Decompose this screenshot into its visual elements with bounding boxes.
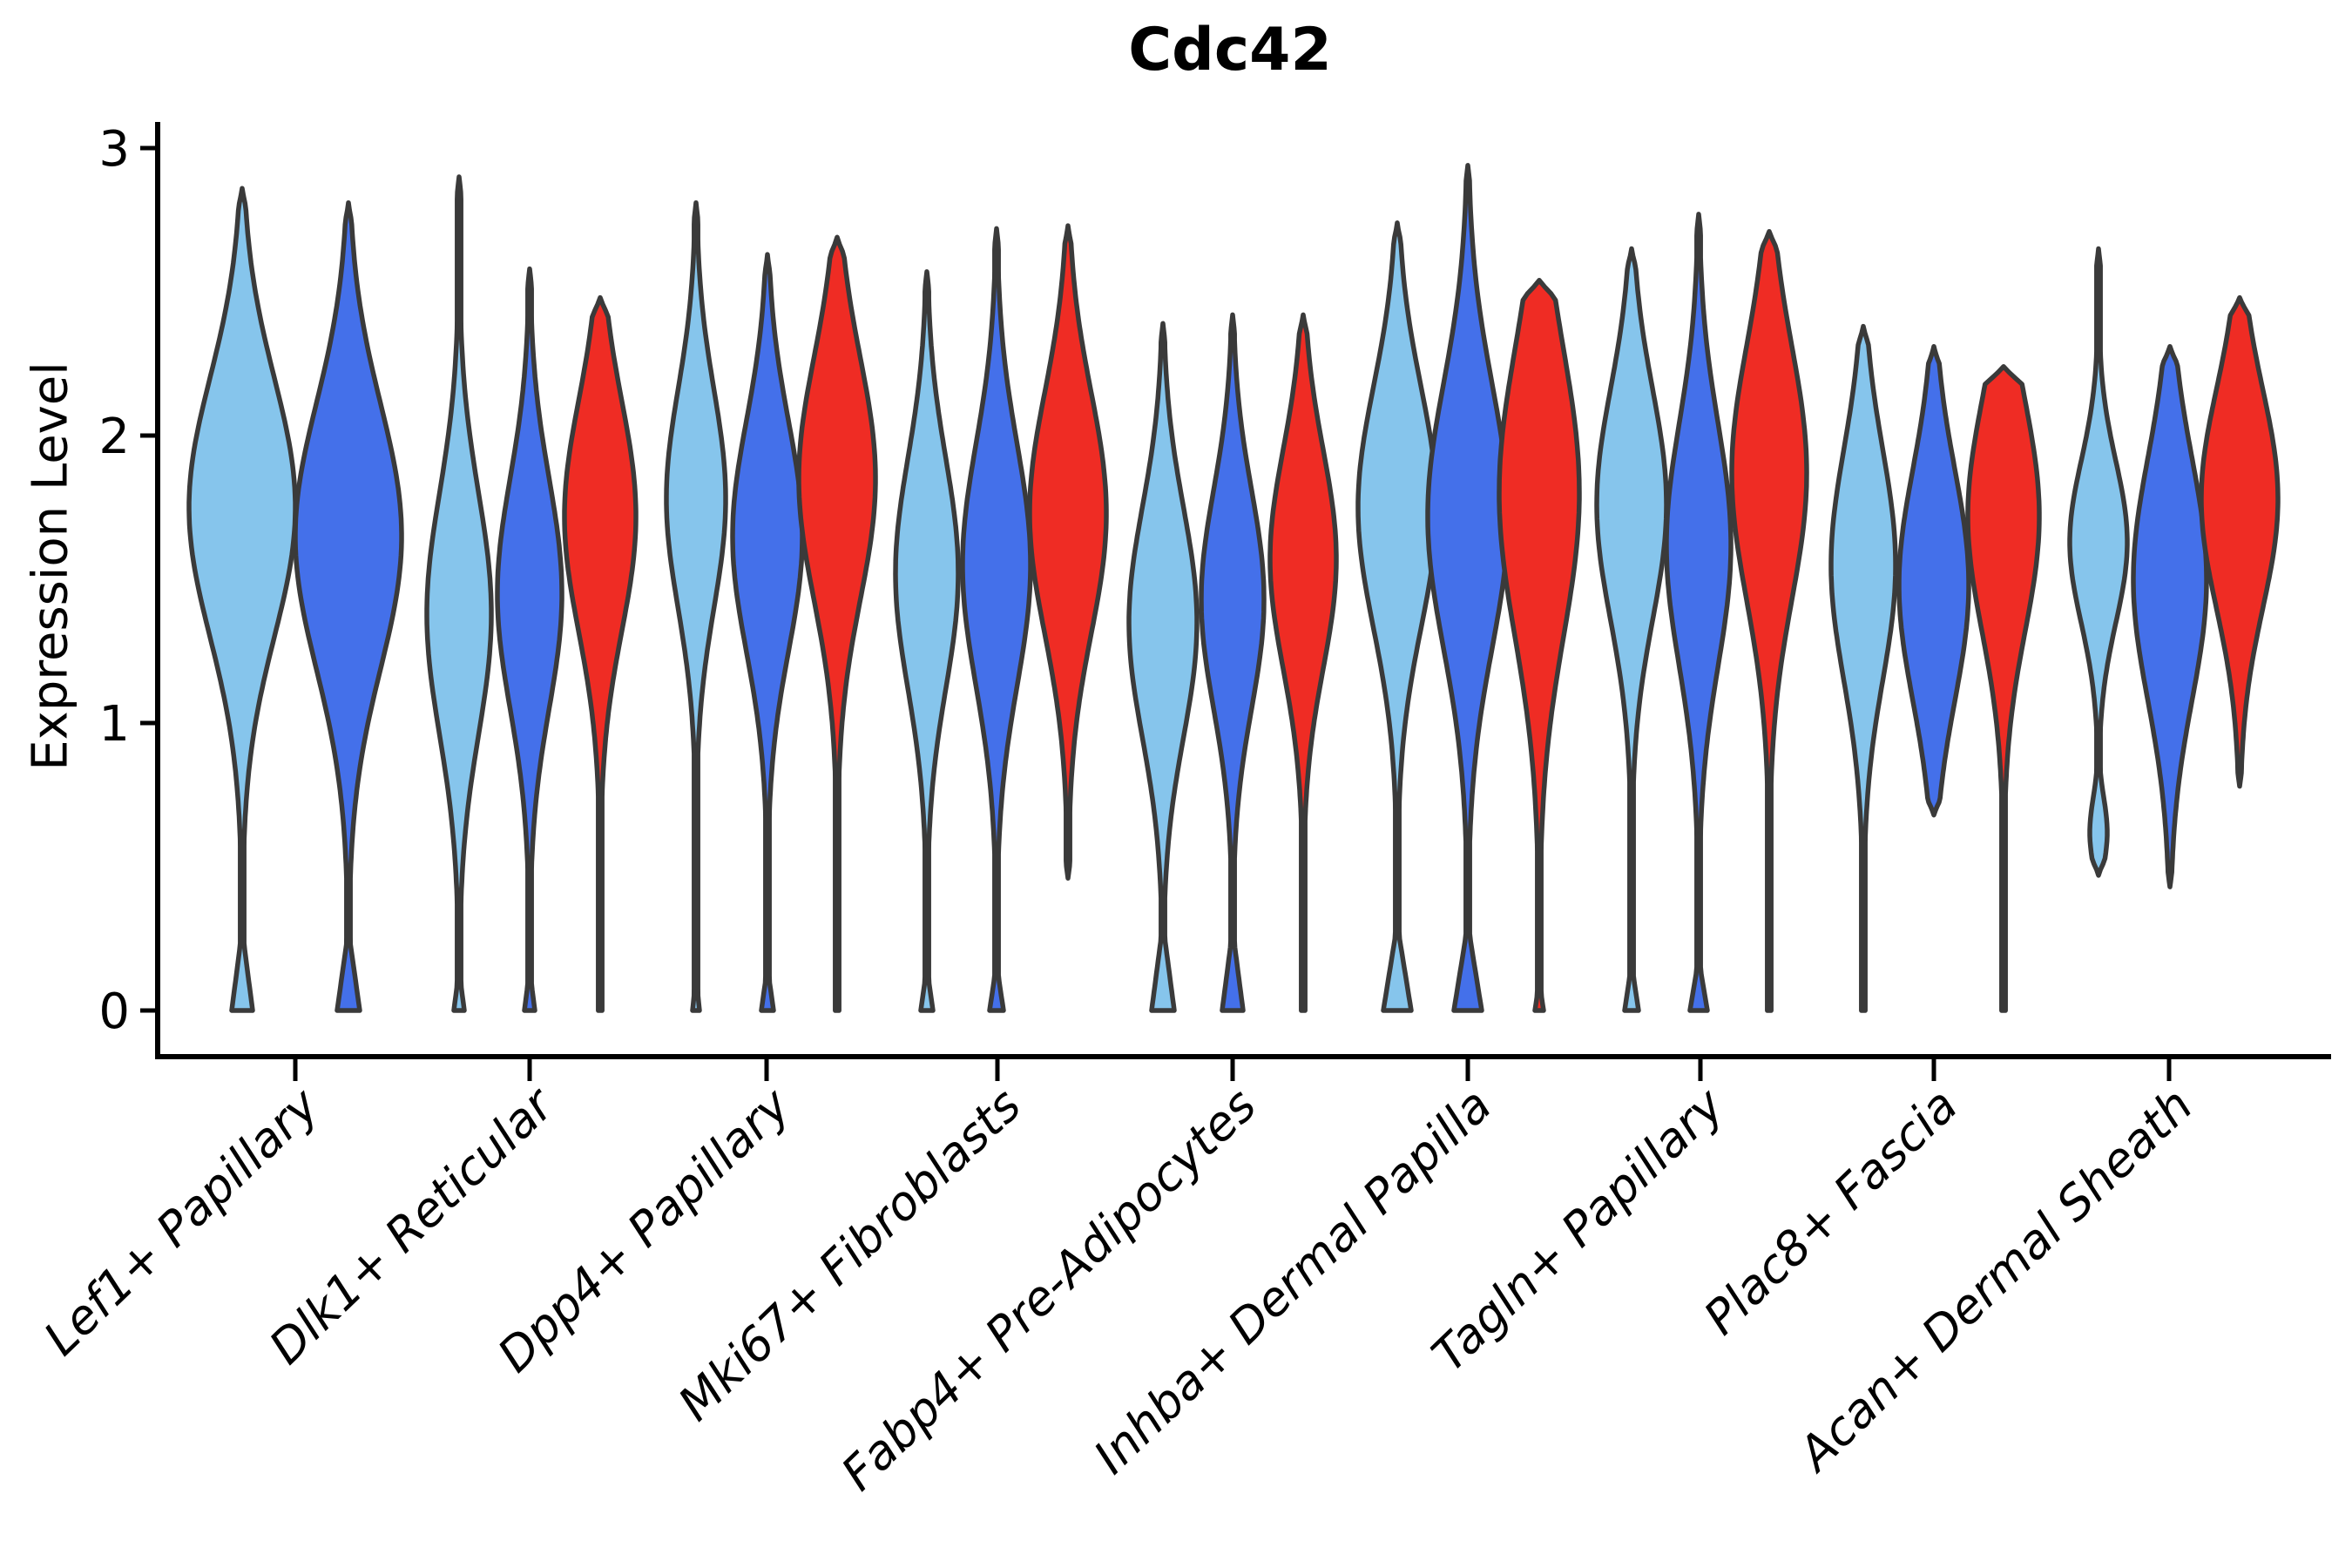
violin-lightblue-lef1: [186, 186, 298, 1013]
violin-lightblue-acan: [2067, 246, 2130, 878]
violin-blue-dpp4: [730, 252, 805, 1013]
violin-red-plac8: [1965, 364, 2042, 1013]
violin-blue-dlk1: [495, 266, 564, 1013]
violin-lightblue-plac8: [1828, 323, 1898, 1013]
violin-red-fabp4: [1267, 312, 1339, 1013]
y-tick-label: 0: [98, 983, 130, 1040]
chart-title: Cdc42: [1128, 16, 1332, 84]
violin-lightblue-dlk1: [424, 174, 494, 1013]
x-tick-label: Plac8+ Fascia: [1693, 1078, 1968, 1345]
violin-lightblue-fabp4: [1126, 321, 1200, 1013]
violin-lightblue-dpp4: [664, 199, 728, 1013]
violin-red-inhba: [1497, 278, 1582, 1013]
x-tick-label: Acan+ Dermal Sheath: [1786, 1078, 2203, 1483]
violin-lightblue-mki67: [893, 269, 961, 1013]
violin-blue-plac8: [1896, 343, 1971, 818]
violin-red-tagln: [1729, 228, 1809, 1013]
violin-red-acan: [2199, 294, 2281, 789]
violin-red-mki67: [1027, 223, 1109, 881]
violin-blue-lef1: [293, 199, 404, 1013]
violin-lightblue-tagln: [1594, 246, 1669, 1013]
y-tick-label: 1: [98, 696, 130, 753]
x-tick-label: Fabp4+ Pre-Adipocytes: [831, 1078, 1267, 1501]
violin-red-dpp4: [796, 234, 878, 1013]
violin-red-dlk1: [562, 294, 639, 1013]
y-tick-label: 3: [98, 121, 130, 178]
violin-blue-tagln: [1664, 212, 1734, 1013]
y-tick-label: 2: [98, 409, 130, 465]
x-tick-label: Inhba+ Dermal Papilla: [1084, 1078, 1502, 1484]
violin-lightblue-inhba: [1355, 220, 1439, 1013]
violin-blue-fabp4: [1199, 312, 1267, 1013]
violin-blue-inhba: [1425, 163, 1511, 1013]
violin-blue-acan: [2131, 343, 2209, 889]
violin-blue-mki67: [960, 226, 1033, 1013]
